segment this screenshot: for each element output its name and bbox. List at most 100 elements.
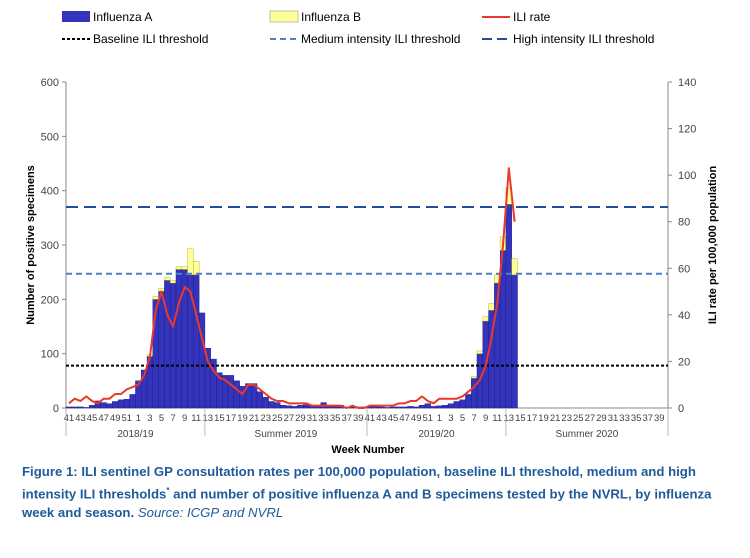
bar-flu-a	[285, 405, 292, 409]
bar-flu-a	[164, 280, 171, 409]
week-tick-label: 13	[203, 413, 214, 424]
y-right-tick-label: 40	[678, 310, 690, 322]
week-tick-label: 15	[515, 413, 526, 424]
week-tick-label: 15	[214, 413, 225, 424]
week-tick-label: 23	[260, 413, 271, 424]
bar-flu-a	[291, 406, 298, 409]
y-left-tick-label: 200	[41, 294, 59, 306]
y-right-tick-label: 100	[678, 170, 696, 182]
y-right-tick-label: 120	[678, 124, 696, 136]
bar-flu-a	[447, 403, 455, 409]
season-label: Summer 2019	[255, 429, 318, 440]
week-tick-label: 51	[121, 413, 132, 424]
bar-flu-a	[112, 401, 119, 409]
week-tick-label: 25	[272, 413, 283, 424]
bar-flu-a	[401, 406, 408, 409]
bar-flu-a	[123, 399, 130, 409]
bar-flu-b	[488, 303, 495, 311]
bar-flu-a	[279, 405, 287, 409]
y-right-tick-label: 60	[678, 263, 690, 275]
legend-label-medium: Medium intensity ILI threshold	[301, 32, 460, 46]
week-tick-label: 41	[365, 413, 376, 424]
bar-flu-a	[470, 377, 478, 409]
week-tick-label: 49	[411, 413, 422, 424]
bar-flu-a	[453, 401, 460, 409]
ili-rate-line	[68, 167, 516, 409]
bar-flu-b	[164, 277, 171, 281]
bar-flu-b	[187, 248, 194, 276]
bar-flu-a	[413, 406, 420, 409]
week-tick-label: 31	[307, 413, 318, 424]
bar-flu-b	[476, 350, 483, 354]
y-right-tick-label: 0	[678, 403, 684, 415]
week-tick-label: 49	[110, 413, 121, 424]
bar-flu-a	[274, 402, 281, 409]
caption-main: Figure 1: ILI sentinel GP consultation r…	[22, 464, 696, 502]
bar-flu-a	[83, 407, 90, 409]
bar-flu-a	[193, 274, 200, 409]
bar-flu-b	[193, 261, 200, 276]
y-left-tick-label: 500	[41, 131, 59, 143]
week-tick-label: 1	[136, 413, 141, 424]
week-tick-label: 47	[399, 413, 410, 424]
week-tick-label: 43	[75, 413, 86, 424]
week-tick-label: 5	[159, 413, 164, 424]
bar-flu-a	[88, 405, 96, 409]
bar-flu-a	[175, 269, 182, 409]
week-tick-label: 7	[170, 413, 175, 424]
bar-flu-a	[389, 406, 397, 409]
y-left-tick-label: 400	[41, 186, 59, 198]
caption-sup: *	[166, 486, 170, 495]
week-tick-label: 45	[388, 413, 399, 424]
y-left-tick-label: 0	[53, 403, 59, 415]
week-tick-label: 37	[341, 413, 352, 424]
bar-flu-a	[384, 407, 391, 409]
bar-flu-b	[181, 266, 188, 270]
caption-source: Source: ICGP and NVRL	[137, 505, 284, 521]
bar-flu-a	[430, 406, 437, 409]
bar-flu-a	[106, 403, 113, 409]
legend-label-flu-b: Influenza B	[301, 10, 361, 24]
week-tick-label: 17	[527, 413, 538, 424]
week-tick-label: 3	[448, 413, 453, 424]
y-left-title: Number of positive specimens	[25, 165, 37, 325]
bar-flu-a	[169, 282, 177, 409]
bar-flu-a	[465, 394, 472, 409]
y-left-tick-label: 100	[41, 349, 59, 361]
week-tick-label: 19	[538, 413, 549, 424]
week-tick-label: 43	[376, 413, 387, 424]
week-tick-label: 37	[642, 413, 653, 424]
week-tick-label: 9	[182, 413, 187, 424]
week-tick-label: 27	[284, 413, 295, 424]
y-left-tick-label: 600	[41, 77, 59, 89]
week-tick-label: 35	[631, 413, 642, 424]
bar-flu-a	[378, 406, 385, 409]
week-tick-label: 11	[492, 413, 502, 424]
y-right-tick-label: 140	[678, 77, 696, 89]
bar-flu-a	[511, 274, 518, 409]
season-label: 2018/19	[117, 429, 154, 440]
season-label: 2019/20	[418, 429, 455, 440]
week-tick-label: 21	[249, 413, 260, 424]
bar-flu-b	[511, 258, 518, 276]
caption-rest: and number of positive influenza A and B…	[22, 486, 712, 521]
week-tick-label: 25	[573, 413, 584, 424]
week-tick-label: 23	[561, 413, 572, 424]
legend-label-flu-a: Influenza A	[93, 10, 152, 24]
bar-flu-b	[482, 316, 489, 322]
bar-flu-a	[256, 391, 264, 409]
bar-flu-a	[297, 405, 304, 409]
bar-flu-a	[227, 375, 235, 409]
week-tick-label: 9	[483, 413, 488, 424]
bar-flu-b	[152, 296, 159, 300]
bar-flu-a	[158, 290, 165, 409]
bar-flu-a	[262, 396, 269, 409]
bar-flu-a	[65, 406, 72, 409]
y-right-tick-label: 80	[678, 217, 690, 229]
bar-flu-a	[436, 405, 443, 409]
bar-flu-a	[407, 406, 414, 409]
week-tick-label: 3	[147, 413, 152, 424]
week-tick-label: 1	[437, 413, 442, 424]
week-tick-label: 35	[330, 413, 341, 424]
